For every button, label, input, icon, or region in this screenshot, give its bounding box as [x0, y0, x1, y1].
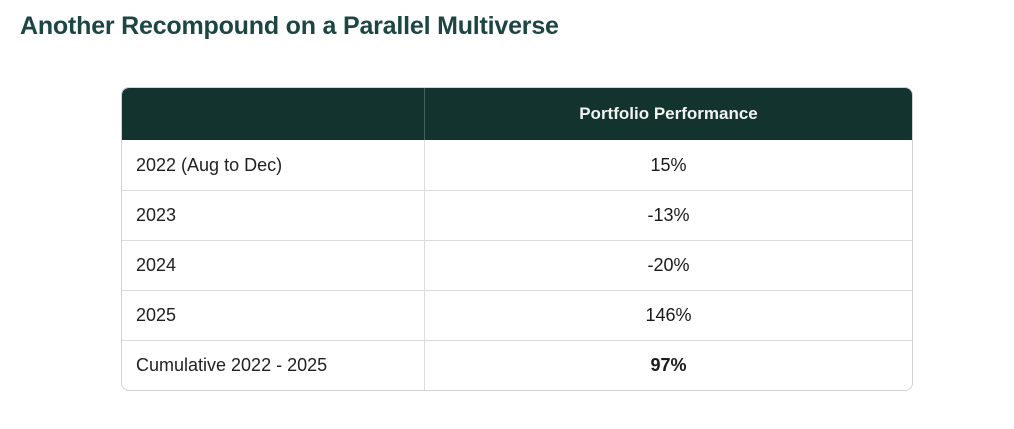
table-row: 2022 (Aug to Dec) 15%: [122, 140, 912, 190]
row-value: 146%: [645, 305, 692, 325]
table-row: 2025 146%: [122, 290, 912, 340]
table-row: 2023 -13%: [122, 190, 912, 240]
row-value: -13%: [647, 205, 690, 225]
row-label: 2025: [122, 291, 425, 340]
row-value: 15%: [650, 154, 687, 175]
header-cell-empty: [122, 88, 425, 140]
header-cell-portfolio-performance: Portfolio Performance: [579, 104, 758, 123]
portfolio-performance-table: Portfolio Performance 2022 (Aug to Dec) …: [121, 87, 913, 391]
row-label: 2022 (Aug to Dec): [122, 140, 425, 190]
row-label: 2023: [122, 191, 425, 240]
row-value-cumulative: 97%: [650, 355, 687, 375]
table-row-cumulative: Cumulative 2022 - 2025 97%: [122, 340, 912, 390]
table-header-row: Portfolio Performance: [122, 88, 912, 140]
table-row: 2024 -20%: [122, 240, 912, 290]
row-label: Cumulative 2022 - 2025: [122, 341, 425, 390]
row-value: -20%: [647, 255, 690, 275]
row-label: 2024: [122, 241, 425, 290]
page-title: Another Recompound on a Parallel Multive…: [20, 12, 559, 40]
